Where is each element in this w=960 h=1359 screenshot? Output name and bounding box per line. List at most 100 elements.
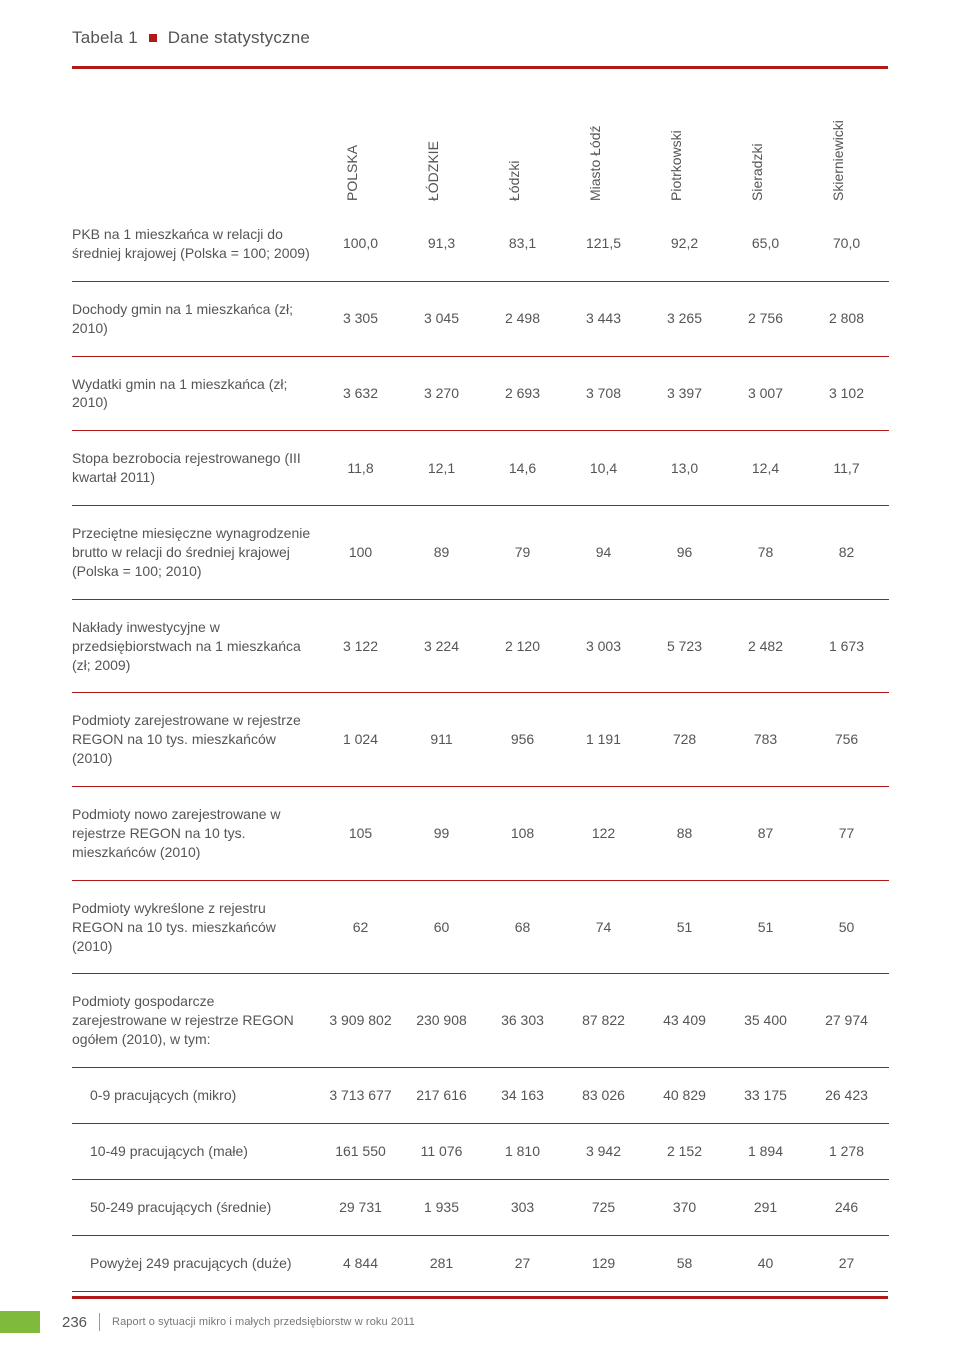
cell-value: 3 102: [808, 356, 889, 431]
footer-tab-icon: [0, 1311, 40, 1333]
title-suffix: Dane statystyczne: [168, 28, 310, 47]
cell-value: 3 909 802: [322, 974, 403, 1068]
header-empty: [72, 69, 322, 207]
cell-value: 291: [727, 1179, 808, 1235]
row-label: 50-249 pracujących (średnie): [72, 1179, 322, 1235]
cell-value: 1 024: [322, 693, 403, 787]
cell-value: 70,0: [808, 207, 889, 281]
cell-value: 77: [808, 787, 889, 881]
cell-value: 108: [484, 787, 565, 881]
col-header-label: Sieradzki: [749, 143, 765, 201]
cell-value: 2 482: [727, 599, 808, 693]
cell-value: 11 076: [403, 1124, 484, 1180]
cell-value: 3 045: [403, 281, 484, 356]
row-label: Dochody gmin na 1 mieszkańca (zł; 2010): [72, 281, 322, 356]
cell-value: 129: [565, 1235, 646, 1290]
cell-value: 94: [565, 506, 646, 600]
cell-value: 3 305: [322, 281, 403, 356]
row-label: 10-49 pracujących (małe): [72, 1124, 322, 1180]
table-row: Powyżej 249 pracujących (duże)4 84428127…: [72, 1235, 889, 1290]
cell-value: 161 550: [322, 1124, 403, 1180]
cell-value: 3 122: [322, 599, 403, 693]
table-row: Podmioty nowo zarejestrowane w rejestrze…: [72, 787, 889, 881]
row-label: Podmioty wykreślone z rejestru REGON na …: [72, 880, 322, 974]
page: Tabela 1 Dane statystyczne POLSKA ŁÓDZKI…: [0, 0, 960, 1359]
cell-value: 83,1: [484, 207, 565, 281]
cell-value: 82: [808, 506, 889, 600]
cell-value: 911: [403, 693, 484, 787]
cell-value: 2 152: [646, 1124, 727, 1180]
cell-value: 87: [727, 787, 808, 881]
cell-value: 1 935: [403, 1179, 484, 1235]
table-row: Wydatki gmin na 1 mieszkańca (zł; 2010)3…: [72, 356, 889, 431]
cell-value: 79: [484, 506, 565, 600]
col-header-label: ŁÓDZKIE: [425, 141, 441, 201]
table-row: Podmioty zarejestrowane w rejestrze REGO…: [72, 693, 889, 787]
cell-value: 100,0: [322, 207, 403, 281]
cell-value: 58: [646, 1235, 727, 1290]
row-label: Podmioty zarejestrowane w rejestrze REGO…: [72, 693, 322, 787]
col-header-label: Skierniewicki: [830, 120, 846, 201]
cell-value: 230 908: [403, 974, 484, 1068]
cell-value: 2 808: [808, 281, 889, 356]
cell-value: 65,0: [727, 207, 808, 281]
cell-value: 89: [403, 506, 484, 600]
cell-value: 303: [484, 1179, 565, 1235]
cell-value: 74: [565, 880, 646, 974]
row-label: Nakłady inwestycyjne w przedsiębiorstwac…: [72, 599, 322, 693]
title-prefix: Tabela 1: [72, 28, 138, 47]
cell-value: 29 731: [322, 1179, 403, 1235]
row-label: Powyżej 249 pracujących (duże): [72, 1235, 322, 1290]
col-header: Sieradzki: [727, 69, 808, 207]
cell-value: 3 713 677: [322, 1068, 403, 1124]
cell-value: 87 822: [565, 974, 646, 1068]
cell-value: 13,0: [646, 431, 727, 506]
cell-value: 246: [808, 1179, 889, 1235]
cell-value: 756: [808, 693, 889, 787]
header-row: POLSKA ŁÓDZKIE Łódzki Miasto Łódź Piotrk…: [72, 69, 889, 207]
cell-value: 728: [646, 693, 727, 787]
table-row: Dochody gmin na 1 mieszkańca (zł; 2010)3…: [72, 281, 889, 356]
cell-value: 281: [403, 1235, 484, 1290]
cell-value: 60: [403, 880, 484, 974]
cell-value: 3 003: [565, 599, 646, 693]
cell-value: 34 163: [484, 1068, 565, 1124]
table-row: Podmioty wykreślone z rejestru REGON na …: [72, 880, 889, 974]
col-header-label: POLSKA: [344, 145, 360, 201]
cell-value: 88: [646, 787, 727, 881]
cell-value: 78: [727, 506, 808, 600]
row-label: Podmioty gospodarcze zarejestrowane w re…: [72, 974, 322, 1068]
cell-value: 370: [646, 1179, 727, 1235]
cell-value: 99: [403, 787, 484, 881]
col-header: Skierniewicki: [808, 69, 889, 207]
cell-value: 12,1: [403, 431, 484, 506]
bottom-heavy-rule: [72, 1296, 888, 1299]
cell-value: 3 270: [403, 356, 484, 431]
table-row: 10-49 pracujących (małe)161 55011 0761 8…: [72, 1124, 889, 1180]
cell-value: 217 616: [403, 1068, 484, 1124]
col-header-label: Łódzki: [506, 161, 522, 201]
cell-value: 3 265: [646, 281, 727, 356]
cell-value: 11,7: [808, 431, 889, 506]
row-label: Stopa bezrobocia rejestrowanego (III kwa…: [72, 431, 322, 506]
cell-value: 68: [484, 880, 565, 974]
cell-value: 100: [322, 506, 403, 600]
footer-separator-icon: [99, 1313, 100, 1331]
col-header: Miasto Łódź: [565, 69, 646, 207]
cell-value: 96: [646, 506, 727, 600]
cell-value: 2 498: [484, 281, 565, 356]
cell-value: 92,2: [646, 207, 727, 281]
cell-value: 1 278: [808, 1124, 889, 1180]
cell-value: 40: [727, 1235, 808, 1290]
cell-value: 51: [727, 880, 808, 974]
row-label: Przeciętne miesięczne wynagrodzenie brut…: [72, 506, 322, 600]
cell-value: 3 632: [322, 356, 403, 431]
cell-value: 12,4: [727, 431, 808, 506]
title-bullet-icon: [149, 34, 157, 42]
cell-value: 27: [484, 1235, 565, 1290]
table-row: Stopa bezrobocia rejestrowanego (III kwa…: [72, 431, 889, 506]
cell-value: 11,8: [322, 431, 403, 506]
cell-value: 3 708: [565, 356, 646, 431]
table-row: Nakłady inwestycyjne w przedsiębiorstwac…: [72, 599, 889, 693]
cell-value: 26 423: [808, 1068, 889, 1124]
